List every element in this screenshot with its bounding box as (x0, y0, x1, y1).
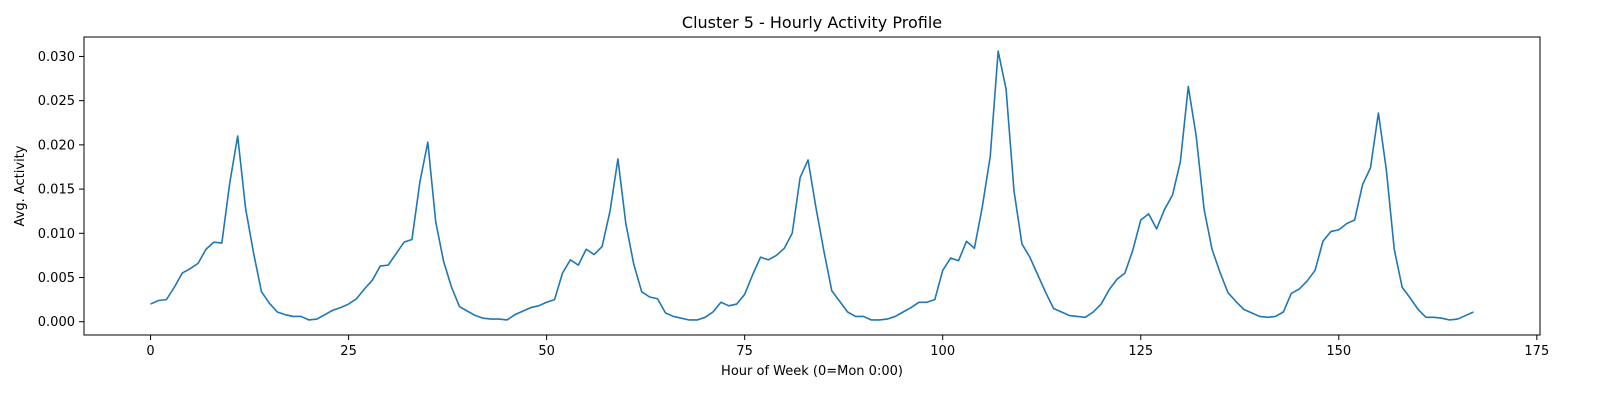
x-tick-label: 0 (146, 344, 154, 359)
y-axis-label: Avg. Activity (13, 145, 28, 226)
y-tick-label: 0.005 (38, 271, 75, 286)
chart-title: Cluster 5 - Hourly Activity Profile (682, 13, 942, 32)
x-axis-label: Hour of Week (0=Mon 0:00) (721, 364, 903, 379)
x-tick-label: 125 (1128, 344, 1153, 359)
x-tick-label: 175 (1524, 344, 1549, 359)
x-axis: 0 25 50 75 100 125 150 175 (146, 335, 1549, 359)
x-tick-label: 50 (538, 344, 555, 359)
x-tick-label: 75 (736, 344, 753, 359)
y-tick-label: 0.010 (38, 227, 75, 242)
y-tick-label: 0.000 (38, 315, 75, 330)
y-tick-label: 0.030 (38, 50, 75, 65)
y-tick-label: 0.015 (38, 183, 75, 198)
series-line (150, 50, 1474, 321)
plot-frame (83, 36, 1541, 336)
x-tick-label: 100 (930, 344, 955, 359)
y-axis: 0.000 0.005 0.010 0.015 0.020 0.025 0.030 (38, 50, 84, 330)
plot-area: 0 25 50 75 100 125 150 175 0.000 0.005 0.010 0.015… (38, 36, 1549, 359)
y-tick-label: 0.020 (38, 138, 75, 153)
y-tick-label: 0.025 (38, 94, 75, 109)
series-layer (150, 50, 1474, 321)
x-tick-label: 25 (340, 344, 357, 359)
x-tick-label: 150 (1326, 344, 1351, 359)
